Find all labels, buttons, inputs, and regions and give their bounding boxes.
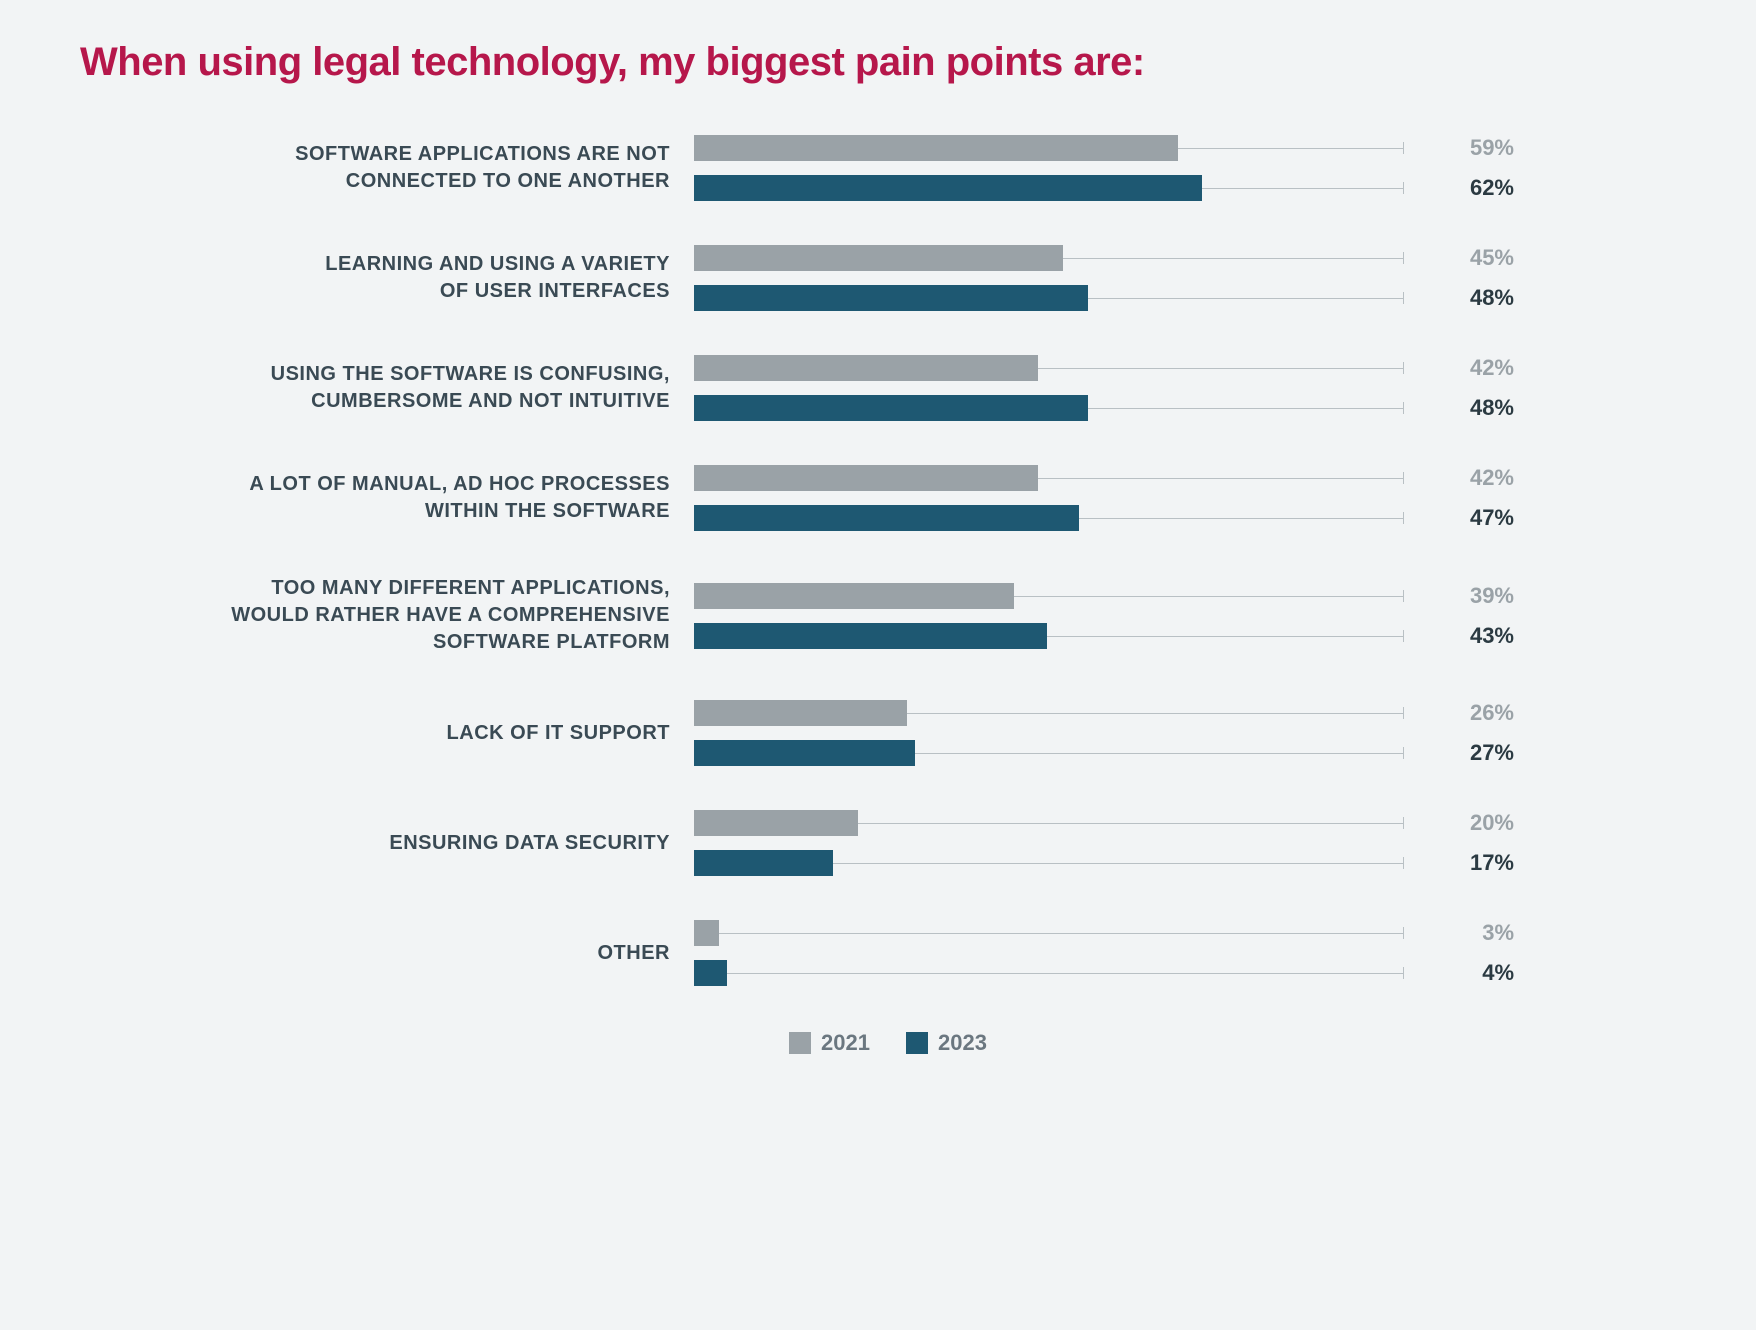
value-label: 3% [1404,920,1514,946]
value-label: 26% [1404,700,1514,726]
chart-legend: 2021 2023 [80,1030,1696,1059]
bar-line: 43% [694,623,1514,649]
category-label: TOO MANY DIFFERENT APPLICATIONS,WOULD RA… [80,575,694,656]
value-label: 42% [1404,355,1514,381]
pain-points-chart: When using legal technology, my biggest … [0,0,1756,1099]
bar-track [1178,135,1404,161]
bar [694,135,1178,161]
bar-line: 45% [694,245,1514,271]
bar [694,355,1038,381]
bar-track [907,700,1404,726]
value-label: 48% [1404,395,1514,421]
chart-body: SOFTWARE APPLICATIONS ARE NOTCONNECTED T… [80,135,1696,986]
bar [694,465,1038,491]
bar-track [915,740,1404,766]
category-label: USING THE SOFTWARE IS CONFUSING,CUMBERSO… [80,361,694,415]
bar-track [1088,285,1404,311]
bar-track [858,810,1404,836]
category-label: A LOT OF MANUAL, AD HOC PROCESSESWITHIN … [80,471,694,525]
bar-track [1038,465,1404,491]
bar [694,245,1063,271]
bar-line: 3% [694,920,1514,946]
bar-line: 48% [694,395,1514,421]
bar-line: 48% [694,285,1514,311]
category-label: LEARNING AND USING A VARIETYOF USER INTE… [80,251,694,305]
bar-line: 26% [694,700,1514,726]
value-label: 4% [1404,960,1514,986]
bar-line: 47% [694,505,1514,531]
legend-swatch [789,1032,811,1054]
bar-line: 27% [694,740,1514,766]
bar-track [1047,623,1404,649]
bar [694,623,1047,649]
legend-label: 2021 [821,1030,870,1056]
bars-column: 42% 48% [694,355,1514,421]
bar-track [1202,175,1404,201]
value-label: 42% [1404,465,1514,491]
value-label: 62% [1404,175,1514,201]
chart-row: TOO MANY DIFFERENT APPLICATIONS,WOULD RA… [80,575,1696,656]
bars-column: 26% 27% [694,700,1514,766]
chart-row: ENSURING DATA SECURITY 20% 17% [80,810,1696,876]
chart-row: USING THE SOFTWARE IS CONFUSING,CUMBERSO… [80,355,1696,421]
bar [694,740,915,766]
bar-track [1088,395,1404,421]
legend-swatch [906,1032,928,1054]
category-label: ENSURING DATA SECURITY [80,830,694,857]
value-label: 59% [1404,135,1514,161]
value-label: 47% [1404,505,1514,531]
value-label: 39% [1404,583,1514,609]
chart-row: LEARNING AND USING A VARIETYOF USER INTE… [80,245,1696,311]
bar [694,810,858,836]
bar-track [833,850,1404,876]
bar [694,285,1088,311]
bars-column: 20% 17% [694,810,1514,876]
bar [694,960,727,986]
value-label: 45% [1404,245,1514,271]
bar-line: 39% [694,583,1514,609]
category-label: SOFTWARE APPLICATIONS ARE NOTCONNECTED T… [80,141,694,195]
legend-item: 2023 [906,1030,987,1056]
bar-track [1079,505,1404,531]
bar-track [1038,355,1404,381]
legend-label: 2023 [938,1030,987,1056]
value-label: 43% [1404,623,1514,649]
bar [694,920,719,946]
bars-column: 3% 4% [694,920,1514,986]
category-label: OTHER [80,940,694,967]
bar-track [1014,583,1404,609]
bar-line: 42% [694,465,1514,491]
bars-column: 59% 62% [694,135,1514,201]
bars-column: 42% 47% [694,465,1514,531]
chart-row: OTHER 3% 4% [80,920,1696,986]
value-label: 27% [1404,740,1514,766]
bar-line: 62% [694,175,1514,201]
bar-line: 20% [694,810,1514,836]
bar [694,850,833,876]
bar-track [1063,245,1404,271]
chart-row: LACK OF IT SUPPORT 26% 27% [80,700,1696,766]
category-label: LACK OF IT SUPPORT [80,720,694,747]
value-label: 20% [1404,810,1514,836]
bars-column: 45% 48% [694,245,1514,311]
bars-column: 39% 43% [694,583,1514,649]
bar [694,505,1079,531]
bar-track [719,920,1404,946]
bar [694,700,907,726]
bar-line: 17% [694,850,1514,876]
legend-item: 2021 [789,1030,870,1056]
bar-line: 42% [694,355,1514,381]
bar [694,395,1088,421]
bar [694,583,1014,609]
chart-title: When using legal technology, my biggest … [80,40,1696,85]
value-label: 48% [1404,285,1514,311]
bar-line: 59% [694,135,1514,161]
chart-row: A LOT OF MANUAL, AD HOC PROCESSESWITHIN … [80,465,1696,531]
bar [694,175,1202,201]
chart-row: SOFTWARE APPLICATIONS ARE NOTCONNECTED T… [80,135,1696,201]
bar-track [727,960,1404,986]
bar-line: 4% [694,960,1514,986]
value-label: 17% [1404,850,1514,876]
